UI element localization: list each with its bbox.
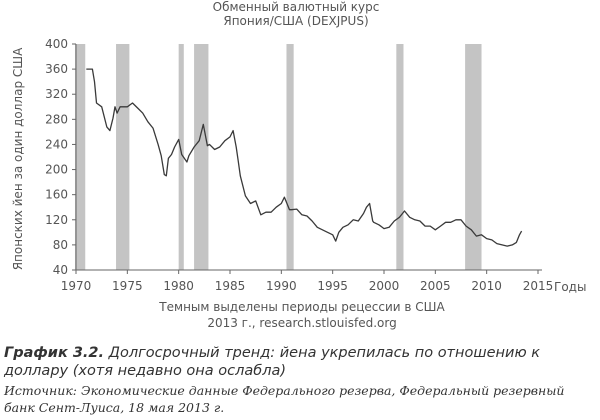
recession-band xyxy=(396,44,404,270)
source-text: Экономические данные Федерального резерв… xyxy=(4,383,565,415)
recession-band xyxy=(194,44,209,270)
x-tick-label: 1975 xyxy=(112,279,143,293)
y-tick-label: 400 xyxy=(45,37,68,51)
y-tick-label: 320 xyxy=(45,87,68,101)
recession-band xyxy=(74,44,86,270)
recession-note: Темным выделены периоды рецессии в США xyxy=(158,300,445,314)
chart-title: Обменный валютный курс xyxy=(213,0,380,14)
series-group xyxy=(86,68,523,247)
y-tick-label: 40 xyxy=(53,263,68,277)
recession-band xyxy=(286,44,294,270)
x-tick-label: 1985 xyxy=(215,279,246,293)
axes: 40 80 120 160 200 240 280 320 360 400 1970 1975 1980… xyxy=(45,37,553,293)
y-tick-label: 200 xyxy=(45,163,68,177)
y-tick-label: 120 xyxy=(45,213,68,227)
x-tick-label: 2010 xyxy=(471,279,502,293)
figure-source: Источник: Экономические данные Федеральн… xyxy=(4,382,596,416)
recession-band xyxy=(116,44,130,270)
x-axis-label: Годы xyxy=(554,280,586,294)
recession-band xyxy=(465,44,482,270)
x-tick-label: 1995 xyxy=(317,279,348,293)
x-tick-label: 2000 xyxy=(369,279,400,293)
y-tick-label: 240 xyxy=(45,137,68,151)
x-tick-label: 1980 xyxy=(163,279,194,293)
x-tick-label: 1970 xyxy=(61,279,92,293)
x-tick-label: 2015 xyxy=(523,279,554,293)
y-tick-label: 160 xyxy=(45,188,68,202)
source-note: 2013 г., research.stlouisfed.org xyxy=(207,316,396,330)
figure-title: Долгосрочный тренд: йена укрепилась по о… xyxy=(4,345,541,379)
line-chart: Обменный валютный курс Япония/США (DEXJP… xyxy=(11,0,586,330)
y-tick-label: 360 xyxy=(45,62,68,76)
recession-bands xyxy=(74,44,482,270)
figure-caption: График 3.2. Долгосрочный тренд: йена укр… xyxy=(4,344,596,380)
source-label: Источник: xyxy=(4,383,78,398)
y-tick-label: 280 xyxy=(45,112,68,126)
y-tick-label: 80 xyxy=(53,238,68,252)
series-line xyxy=(86,68,523,247)
chart-subtitle: Япония/США (DEXJPUS) xyxy=(223,14,368,28)
figure-label: График 3.2. xyxy=(4,345,105,361)
y-axis-label: Японских йен за один доллар США xyxy=(11,47,25,270)
x-tick-label: 1990 xyxy=(266,279,297,293)
x-tick-label: 2005 xyxy=(420,279,451,293)
recession-band xyxy=(178,44,184,270)
